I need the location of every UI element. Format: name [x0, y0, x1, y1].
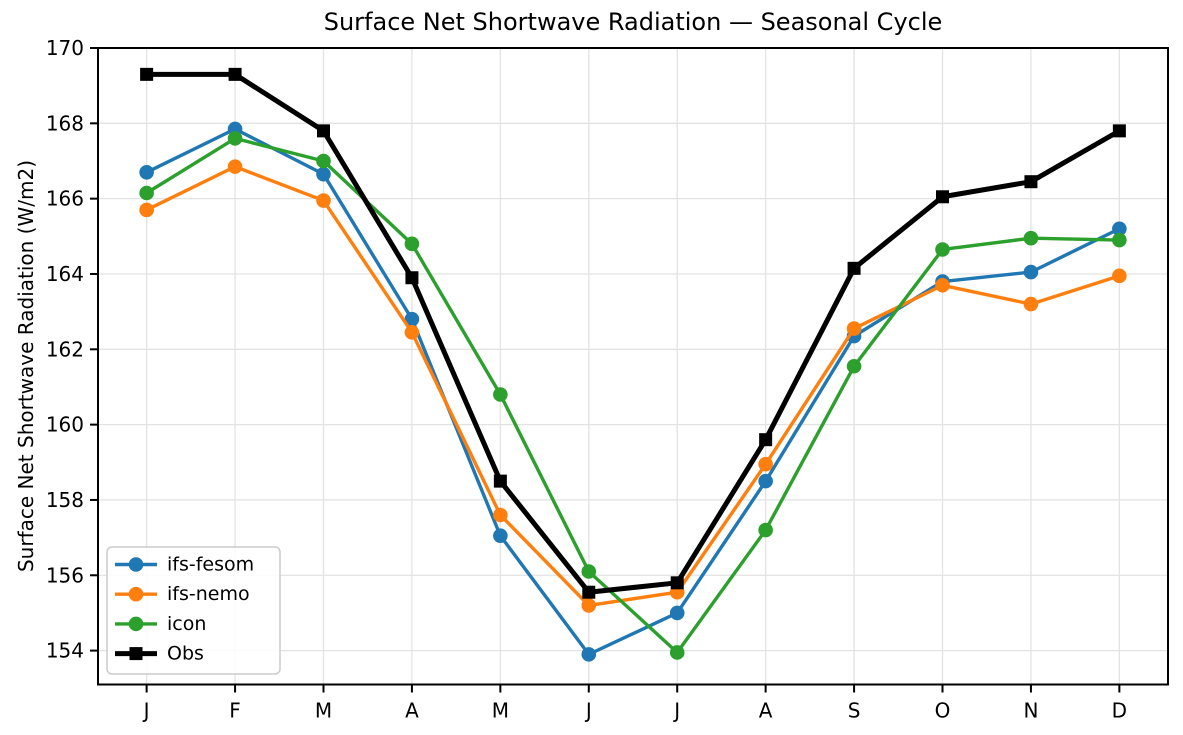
legend-marker [128, 616, 144, 632]
data-point-marker [404, 325, 420, 340]
data-point-marker [139, 185, 154, 201]
data-point-marker [669, 645, 685, 660]
x-tick-label: J [672, 699, 680, 723]
chart-title: Surface Net Shortwave Radiation — Season… [323, 8, 943, 36]
x-tick-label: J [142, 699, 150, 723]
y-tick-label: 170 [46, 36, 84, 60]
series-line-Obs [146, 71, 1121, 595]
data-point-marker [139, 202, 154, 218]
data-point-marker [582, 585, 596, 599]
data-point-marker [846, 321, 862, 336]
data-point-marker [404, 236, 420, 252]
x-tick-label: S [848, 699, 861, 723]
x-tick-label: M [315, 699, 332, 723]
legend-marker [128, 586, 144, 602]
y-tick-label: 154 [46, 639, 84, 663]
data-point-marker [670, 576, 684, 590]
x-tick-label: N [1023, 699, 1038, 723]
data-point-marker [935, 277, 950, 293]
data-point-marker [316, 124, 330, 138]
y-tick-label: 164 [46, 262, 84, 286]
data-point-marker [228, 67, 242, 81]
data-point-marker [404, 311, 420, 327]
data-point-marker [581, 647, 597, 662]
y-tick-label: 156 [46, 563, 84, 587]
data-point-marker [759, 433, 773, 447]
data-point-marker [1023, 296, 1039, 312]
data-point-marker [227, 159, 243, 174]
x-tick-label: F [229, 699, 241, 723]
data-point-marker [140, 67, 154, 81]
data-point-marker [316, 193, 331, 208]
data-point-marker [1024, 175, 1038, 189]
data-point-marker [227, 131, 243, 146]
y-tick-label: 162 [46, 337, 84, 361]
data-point-marker [405, 271, 419, 285]
data-point-marker [493, 507, 508, 523]
data-point-marker [669, 605, 685, 621]
y-tick-label: 160 [46, 413, 84, 437]
x-tick-label: O [935, 699, 951, 723]
x-tick-label: D [1112, 699, 1127, 723]
axes-frame [97, 47, 1169, 686]
data-point-marker [316, 153, 331, 169]
data-point-marker [1112, 221, 1127, 237]
tick-marks [90, 47, 1121, 693]
data-point-marker [493, 474, 507, 488]
legend-label: icon [167, 613, 206, 635]
legend-marker [129, 647, 143, 661]
legend-marker [128, 557, 144, 572]
data-point-marker [493, 528, 508, 544]
data-point-marker [1023, 264, 1039, 280]
data-point-marker [758, 473, 773, 489]
data-point-marker [316, 166, 331, 182]
y-tick-label: 158 [46, 488, 84, 512]
data-point-marker [1023, 230, 1039, 246]
data-point-marker [935, 242, 950, 257]
data-point-marker [847, 261, 861, 275]
legend-label: ifs-fesom [167, 554, 254, 576]
data-point-marker [758, 456, 773, 472]
data-point-marker [581, 598, 597, 613]
data-point-marker [758, 522, 773, 538]
data-point-marker [581, 564, 597, 579]
x-tick-label: M [492, 699, 509, 723]
y-tick-label: 168 [46, 111, 84, 135]
x-tick-label: A [405, 699, 419, 723]
x-tick-label: J [584, 699, 592, 723]
legend-label: ifs-nemo [167, 583, 250, 605]
series-line-ifs-nemo [145, 164, 1120, 608]
y-tick-label: 166 [46, 187, 84, 211]
y-axis-label: Surface Net Shortwave Radiation (W/m2) [14, 159, 38, 573]
legend-box [106, 546, 281, 675]
x-tick-label: A [759, 699, 773, 723]
legend: ifs-fesom ifs-nemo icon Obs [106, 546, 281, 675]
data-point-marker [1112, 268, 1127, 284]
data-point-marker [139, 164, 154, 180]
series-line-icon [145, 136, 1120, 655]
data-point-marker [493, 387, 508, 402]
data-point-marker [936, 190, 950, 204]
series-line-ifs-fesom [145, 127, 1121, 657]
legend-label: Obs [167, 643, 204, 665]
data-point-marker [1112, 232, 1127, 248]
data-point-marker [846, 358, 862, 374]
data-point-marker [1112, 124, 1126, 138]
